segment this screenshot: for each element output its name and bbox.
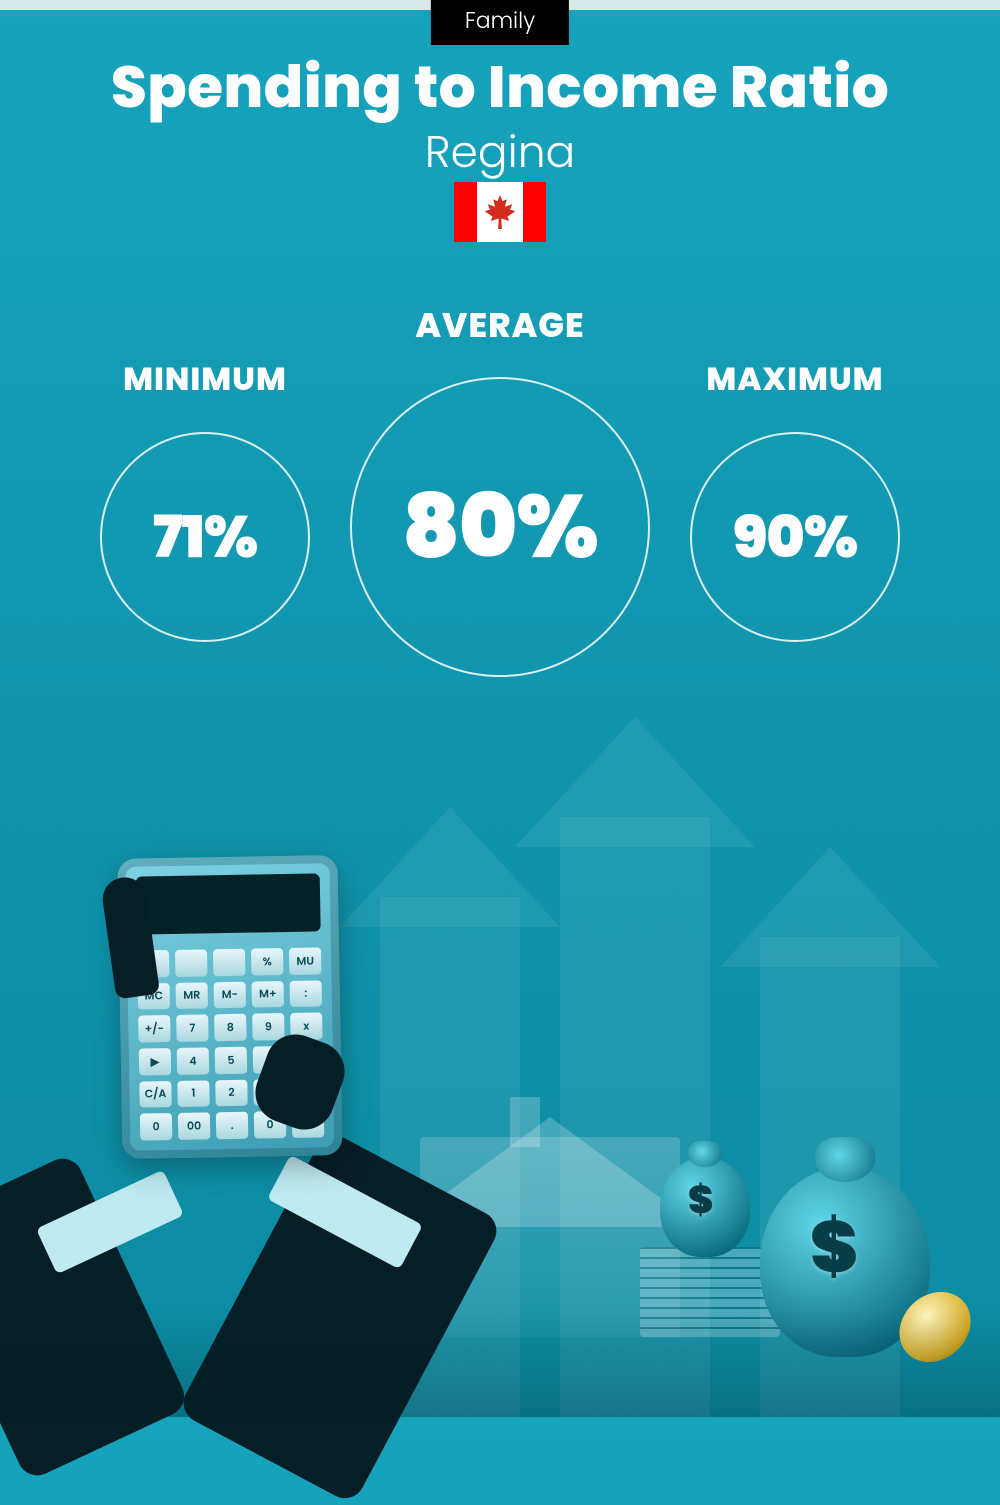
stat-maximum-value: 90% bbox=[733, 494, 857, 581]
flag-center bbox=[477, 182, 523, 242]
calculator-screen bbox=[136, 873, 321, 934]
calculator-key: 00 bbox=[178, 1113, 210, 1140]
calculator-key: 6 bbox=[253, 1046, 285, 1073]
calculator-key: MR bbox=[176, 982, 208, 1009]
calculator-keys: %MUMCMRM-M+:+/-789x▶456-C/A123+000.0= bbox=[137, 947, 324, 1140]
maple-leaf-icon bbox=[484, 195, 516, 229]
calculator-key: M- bbox=[214, 981, 246, 1008]
page-title: Spending to Income Ratio bbox=[0, 44, 1000, 131]
calculator-key bbox=[175, 949, 207, 976]
calculator-key: 1 bbox=[177, 1080, 209, 1107]
house-chimney-icon bbox=[510, 1097, 540, 1147]
cuff-right-icon bbox=[267, 1155, 423, 1270]
calculator-key: ▶ bbox=[139, 1048, 171, 1075]
stat-average-label: AVERAGE bbox=[415, 300, 584, 351]
stat-maximum-label: MAXIMUM bbox=[706, 356, 883, 404]
house-roof-icon bbox=[400, 1117, 700, 1227]
cuff-left-icon bbox=[36, 1170, 184, 1274]
flag-left-band bbox=[454, 182, 477, 242]
calculator-key: x bbox=[290, 1013, 322, 1040]
calculator-key: C/A bbox=[139, 1081, 171, 1108]
calculator-key: M+ bbox=[252, 981, 284, 1008]
calculator-key: 0 bbox=[254, 1111, 286, 1138]
house-icon bbox=[420, 1137, 680, 1337]
coin-icon bbox=[894, 1292, 976, 1362]
calculator-key: 7 bbox=[176, 1015, 208, 1042]
stat-average-value: 80% bbox=[402, 461, 598, 593]
sleeve-right-icon bbox=[177, 1129, 504, 1505]
calculator-key: . bbox=[216, 1112, 248, 1139]
calculator-key: 5 bbox=[215, 1047, 247, 1074]
thumb-left-icon bbox=[100, 875, 160, 1000]
stats-row: MINIMUM 71% AVERAGE 80% MAXIMUM 90% bbox=[0, 300, 1000, 677]
calculator-key: MC bbox=[138, 983, 170, 1010]
calculator-key: 4 bbox=[177, 1047, 209, 1074]
sleeve-left-icon bbox=[0, 1152, 191, 1482]
illustration: $ $ %MUMCMRM-M+:+/-789x▶456-C/A123+000.0… bbox=[0, 717, 1000, 1417]
calculator-key: +/- bbox=[138, 1015, 170, 1042]
calculator-key: : bbox=[290, 980, 322, 1007]
stat-minimum-circle: 71% bbox=[100, 432, 310, 642]
flag-right-band bbox=[523, 182, 546, 242]
location-subtitle: Regina bbox=[0, 120, 1000, 185]
dollar-sign-icon: $ bbox=[688, 1172, 713, 1229]
canada-flag-icon bbox=[454, 182, 546, 242]
calculator-key: 8 bbox=[214, 1014, 246, 1041]
category-tag: Family bbox=[431, 0, 569, 45]
thumb-right-icon bbox=[247, 1026, 353, 1138]
stat-minimum-value: 71% bbox=[153, 494, 257, 581]
money-stack-icon bbox=[640, 1247, 780, 1337]
calculator-key: 9 bbox=[252, 1013, 284, 1040]
bg-arrow-icon bbox=[760, 937, 900, 1417]
calculator-key bbox=[213, 949, 245, 976]
calculator-key: = bbox=[292, 1111, 324, 1138]
hands-holding-calculator: %MUMCMRM-M+:+/-789x▶456-C/A123+000.0= bbox=[0, 797, 440, 1417]
stat-minimum: MINIMUM 71% bbox=[100, 356, 310, 642]
dollar-sign-icon: $ bbox=[810, 1194, 858, 1302]
calculator-key: 0 bbox=[140, 1113, 172, 1140]
calculator-key: % bbox=[251, 948, 283, 975]
calculator-key: MU bbox=[289, 947, 321, 974]
bottom-gradient bbox=[0, 1307, 1000, 1417]
stat-average: AVERAGE 80% bbox=[350, 300, 650, 677]
bg-arrow-icon bbox=[380, 897, 520, 1417]
calculator-key: 2 bbox=[215, 1079, 247, 1106]
money-bag-large-icon bbox=[760, 1167, 930, 1357]
calculator-key: 3 bbox=[253, 1079, 285, 1106]
stat-average-circle: 80% bbox=[350, 377, 650, 677]
stat-minimum-label: MINIMUM bbox=[123, 356, 287, 404]
calculator-key: - bbox=[291, 1045, 323, 1072]
bg-arrow-icon bbox=[560, 817, 710, 1417]
stat-maximum: MAXIMUM 90% bbox=[690, 356, 900, 642]
money-bag-small-icon bbox=[660, 1157, 750, 1257]
calculator-key: + bbox=[291, 1078, 323, 1105]
calculator-key bbox=[137, 950, 169, 977]
stat-maximum-circle: 90% bbox=[690, 432, 900, 642]
calculator-icon: %MUMCMRM-M+:+/-789x▶456-C/A123+000.0= bbox=[117, 855, 342, 1159]
